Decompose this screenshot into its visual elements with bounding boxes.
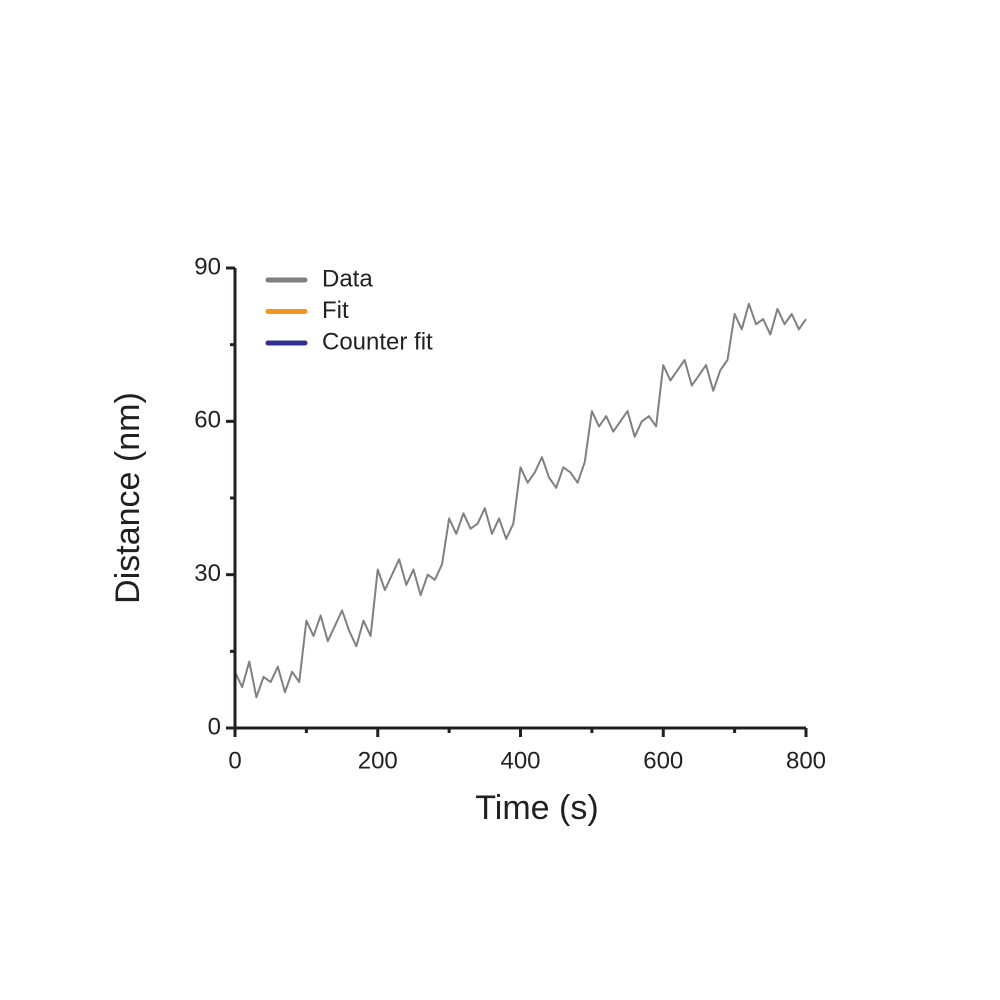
y-tick-label: 0 bbox=[208, 713, 221, 740]
data-line bbox=[234, 302, 807, 699]
x-tick-label: 0 bbox=[228, 747, 241, 774]
x-tick-label: 400 bbox=[500, 747, 540, 774]
legend-label: Counter fit bbox=[322, 328, 433, 355]
x-axis-title: Time (s) bbox=[475, 789, 598, 827]
y-tick-label: 60 bbox=[194, 407, 221, 434]
x-tick-label: 200 bbox=[358, 747, 398, 774]
y-tick-label: 30 bbox=[194, 560, 221, 587]
y-tick-label: 90 bbox=[194, 253, 221, 280]
legend-label: Fit bbox=[322, 297, 349, 324]
x-tick-label: 600 bbox=[643, 747, 683, 774]
x-tick-label: 800 bbox=[786, 747, 826, 774]
legend-label: Data bbox=[322, 265, 373, 292]
y-axis-title: Distance (nm) bbox=[109, 392, 147, 604]
